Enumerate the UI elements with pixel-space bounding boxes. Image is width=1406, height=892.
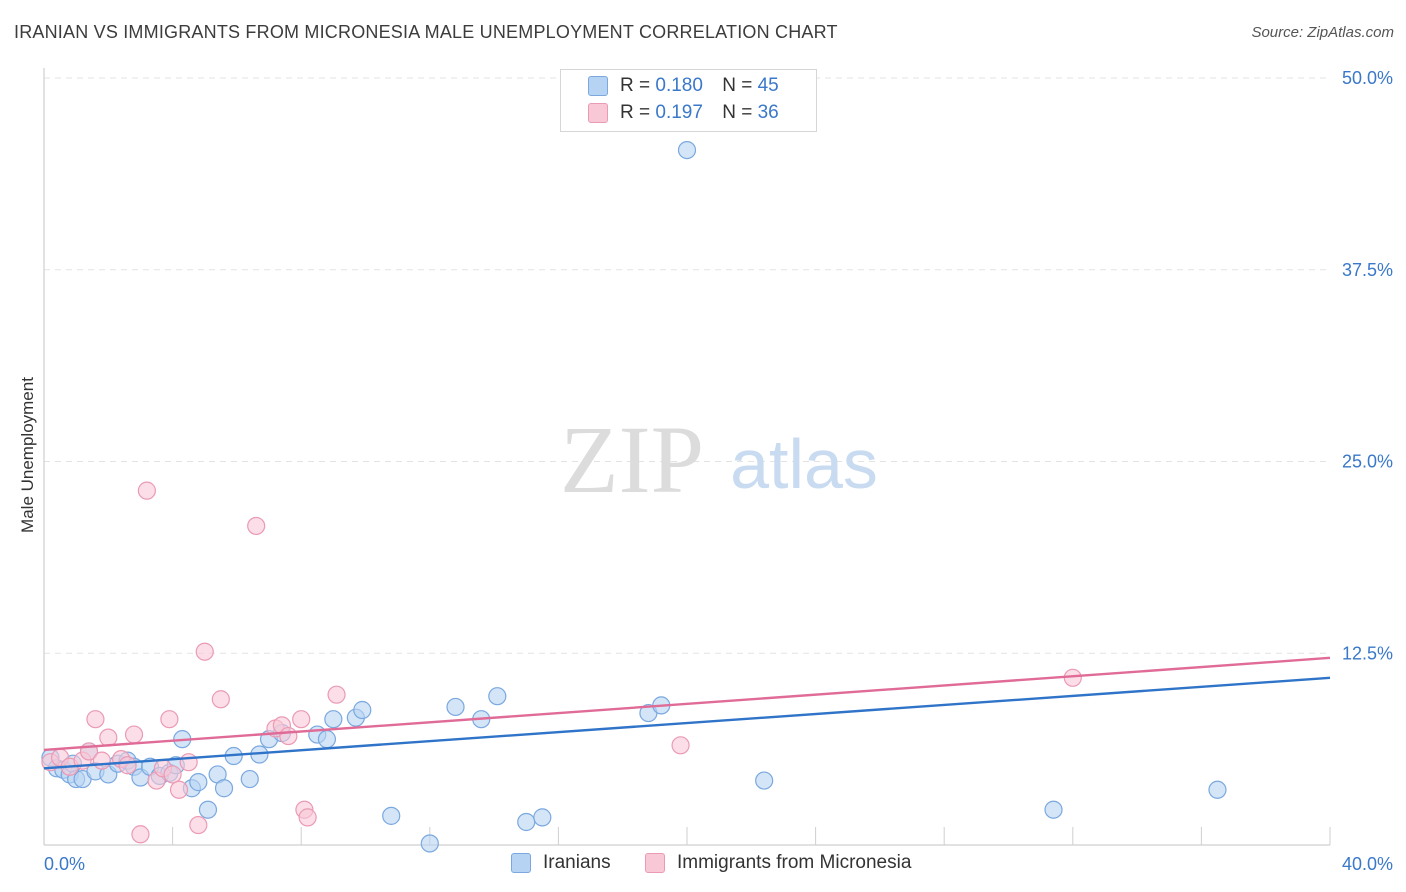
micronesia-point: [179, 753, 198, 772]
micronesia-point: [327, 685, 346, 704]
micronesia-point: [160, 710, 179, 729]
micronesia-point: [99, 728, 118, 747]
iranian-trend-line: [43, 676, 1331, 770]
legend-r-value: 0.180: [655, 75, 703, 96]
y-tick-label: 37.5%: [1342, 260, 1393, 280]
iranian-point: [353, 700, 372, 720]
legend-swatch-pink: [588, 103, 608, 123]
legend-n-label: N =: [722, 75, 753, 96]
series-name: Immigrants from Micronesia: [677, 852, 912, 873]
series-swatch-blue: [511, 853, 531, 873]
iranian-point: [324, 710, 343, 729]
legend-swatch-blue: [588, 76, 608, 96]
watermark-zip: ZIP: [560, 406, 704, 513]
iranian-point: [1044, 800, 1063, 819]
iranian-point: [420, 834, 439, 853]
tick-labels: 12.5% 25.0% 37.5% 50.0% 0.0% 40.0%: [44, 68, 1393, 874]
legend-r-label: R =: [620, 75, 651, 96]
iranian-point: [198, 800, 218, 819]
y-tick-label: 50.0%: [1342, 68, 1393, 88]
y-tick-label: 25.0%: [1342, 452, 1393, 472]
micronesia-point: [124, 725, 144, 744]
grid-lines: [44, 77, 1330, 654]
chart-title: IRANIAN VS IMMIGRANTS FROM MICRONESIA MA…: [14, 22, 838, 42]
source-credit: Source: ZipAtlas.com: [1251, 24, 1394, 41]
micronesia-point: [671, 736, 690, 755]
micronesia-point: [169, 780, 189, 799]
micronesia-point: [298, 808, 317, 827]
x-tick-label: 40.0%: [1342, 854, 1393, 874]
micronesia-point: [195, 642, 214, 661]
iranian-point: [382, 806, 401, 825]
micronesia-point: [247, 516, 266, 536]
iranian-point: [214, 779, 234, 798]
micronesia-point: [137, 481, 156, 500]
y-tick-label: 12.5%: [1342, 643, 1393, 663]
trend-lines: [43, 656, 1331, 770]
legend-n-value: 36: [757, 102, 779, 123]
micronesia-point: [189, 815, 208, 835]
micronesia-point: [86, 710, 105, 729]
legend-n-value: 45: [757, 75, 779, 96]
iranian-point: [317, 730, 337, 749]
iranian-point: [189, 773, 208, 792]
stats-legend: R = 0.180 N = 45 R = 0.197 N = 36: [560, 69, 817, 132]
micronesia-point: [163, 765, 182, 784]
legend-r-value: 0.197: [655, 102, 703, 123]
x-tick-label: 0.0%: [44, 854, 85, 874]
micronesia-point: [92, 751, 111, 770]
series-name: Iranians: [543, 852, 611, 873]
micronesia-point: [118, 756, 137, 775]
iranian-point: [677, 140, 697, 160]
series-swatch-pink: [645, 853, 665, 873]
micronesia-point: [211, 690, 230, 709]
iranian-point: [755, 771, 774, 790]
iranian-point: [517, 812, 536, 832]
legend-r-label: R =: [620, 102, 651, 123]
iranian-point: [533, 808, 552, 827]
micronesia-point: [292, 710, 311, 729]
watermark-atlas: atlas: [730, 425, 878, 503]
iranian-point: [488, 687, 507, 706]
iranian-point: [240, 769, 259, 789]
micronesia-point: [131, 825, 150, 844]
legend-n-label: N =: [722, 102, 753, 123]
iranian-point: [1208, 780, 1227, 799]
micronesia-point: [279, 726, 298, 746]
micronesia-trend-line: [43, 656, 1331, 752]
iranian-point: [446, 697, 465, 717]
